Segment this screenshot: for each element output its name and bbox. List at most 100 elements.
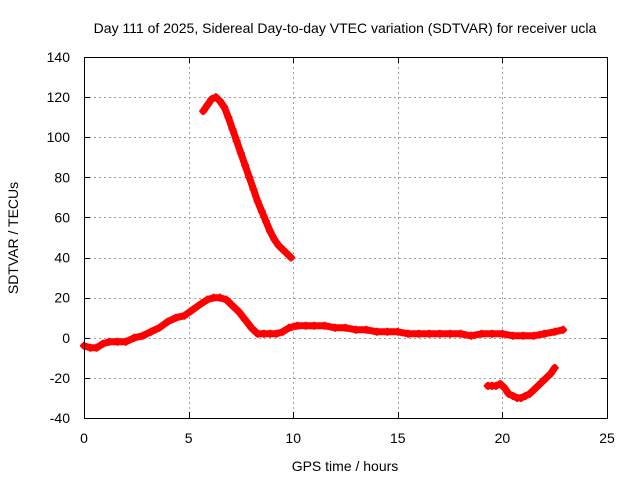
data-point [199,107,208,116]
data-point [163,317,172,326]
data-point [559,325,568,334]
data-point [282,249,291,258]
data-point [262,217,271,226]
x-tick-label: 20 [495,430,511,446]
data-point [270,235,279,244]
series-main-track [80,293,568,352]
data-point [257,207,266,216]
data-point [362,325,371,334]
data-point [215,97,224,106]
data-point [529,385,538,394]
data-point [487,329,496,338]
data-point [285,323,294,332]
y-tick-label: 120 [47,89,71,105]
y-tick-label: 60 [54,209,70,225]
data-point [278,245,287,254]
data-point [272,329,281,338]
data-point [504,389,513,398]
data-point [435,329,444,338]
data-point [266,227,275,236]
data-point [383,327,392,336]
data-point [241,161,250,170]
data-point [310,321,319,330]
data-point [341,323,350,332]
data-point [287,253,296,262]
y-tick-label: -40 [50,410,70,426]
data-point [331,323,340,332]
data-point [550,327,559,336]
data-point [247,323,256,332]
data-point [121,337,130,346]
data-point [155,323,164,332]
data-point [224,113,233,122]
data-point [519,331,528,340]
data-point [207,95,216,104]
data-point [220,103,229,112]
data-point [372,327,381,336]
data-point [529,331,538,340]
y-tick-label: -20 [50,370,70,386]
data-point [215,293,224,302]
data-point [550,363,559,372]
data-point [533,381,542,390]
data-point [228,125,237,134]
data-point [492,381,501,390]
data-point [540,329,549,338]
data-point [172,313,181,322]
data-point [508,331,517,340]
data-point [180,311,189,320]
x-tick-label: 15 [390,430,406,446]
data-point [197,299,206,308]
data-point [241,315,250,324]
data-point [320,321,329,330]
data-point [525,389,534,398]
data-point [477,329,486,338]
data-point [446,329,455,338]
x-tick-label: 10 [285,430,301,446]
tick-layer: 0 5 10 15 20 25 -40 -20 0 20 40 60 80 100 120 140 [47,49,615,446]
data-point [249,185,258,194]
data-point [130,333,139,342]
y-tick-label: 140 [47,49,71,65]
data-point [253,197,262,206]
data-point [245,173,254,182]
data-point [456,329,465,338]
data-point [113,337,122,346]
data-point [105,337,114,346]
y-tick-label: 20 [54,290,70,306]
data-point [538,377,547,386]
data-point [500,383,509,392]
data-point [203,101,212,110]
data-point [138,331,147,340]
y-tick-label: 40 [54,250,70,266]
data-point [146,327,155,336]
data-point [188,305,197,314]
data-point [546,369,555,378]
x-tick-label: 0 [80,430,88,446]
data-point [92,343,101,352]
data-point [293,321,302,330]
y-tick-label: 100 [47,129,71,145]
x-tick-label: 25 [599,430,615,446]
data-point [236,149,245,158]
y-axis-title: SDTVAR / TECUs [5,182,21,294]
data-point [351,325,360,334]
data-point [228,301,237,310]
chart-title: Day 111 of 2025, Sidereal Day-to-day VTE… [94,20,597,36]
data-point [425,329,434,338]
y-tick-label: 0 [62,330,70,346]
x-axis-title: GPS time / hours [292,458,399,474]
series-low-arc [483,363,559,402]
data-point [278,327,287,336]
data-point [301,321,310,330]
data-point [393,327,402,336]
data-point [498,329,507,338]
data-point [404,329,413,338]
data-point [414,329,423,338]
series-high-arc [199,93,296,262]
data-point [98,339,107,348]
series-line-high-arc [199,93,295,262]
data-point [517,393,526,402]
